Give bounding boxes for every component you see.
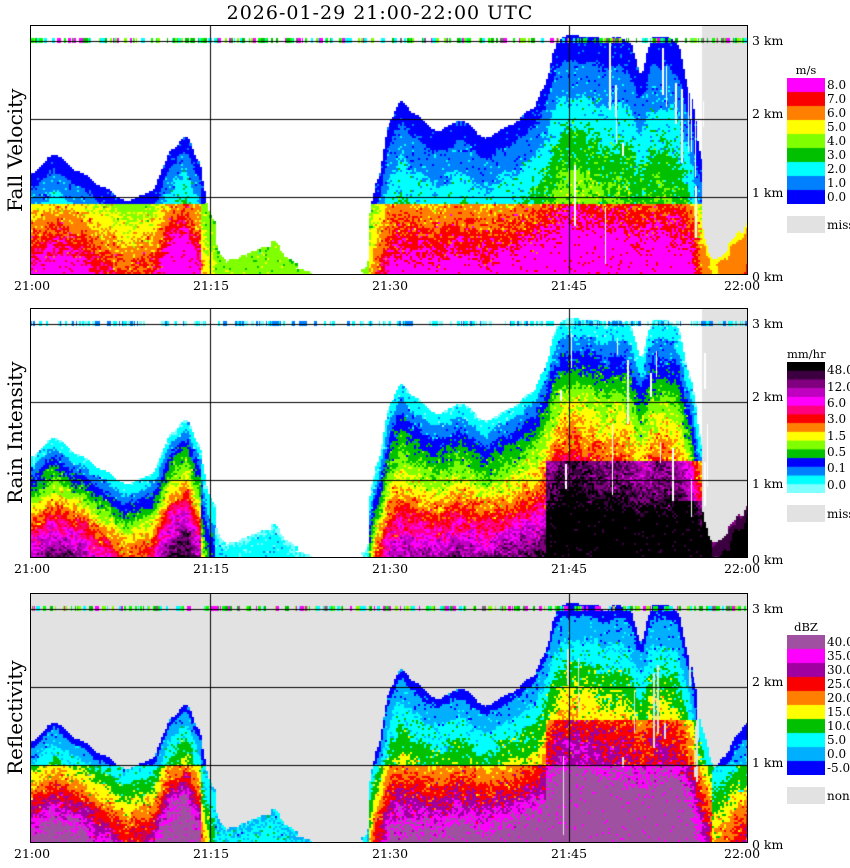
colorbar-units-reflectivity: dBZ	[794, 620, 818, 634]
colorbar-tick: 0.0	[827, 477, 847, 492]
xtick-2200-p2: 22:00	[724, 846, 761, 861]
ytick-0km-p1: 0 km	[752, 552, 784, 567]
xtick-2145-p0: 21:45	[551, 278, 588, 293]
xtick-2100-p1: 21:00	[14, 561, 51, 576]
page-title: 2026-01-29 21:00-22:00 UTC	[226, 2, 534, 24]
xtick-2130-p0: 21:30	[372, 278, 409, 293]
panel-label-rain-intensity: Rain Intensity	[3, 361, 27, 505]
colorbar-tick: 0.0	[827, 747, 847, 761]
colorbar-tick: 0.0	[827, 190, 847, 204]
colorbar-units-rain-intensity: mm/hr	[787, 347, 826, 361]
colorbar-tick: 7.0	[827, 92, 847, 106]
rain-intensity-plot-canvas[interactable]	[30, 308, 748, 558]
colorbar-swatches-fall-velocity	[787, 78, 825, 204]
colorbar-tick: 10.0	[827, 719, 850, 733]
colorbar-units-fall-velocity: m/s	[795, 63, 817, 77]
panel-label-fall-velocity: Fall Velocity	[3, 88, 27, 212]
xtick-2115-p1: 21:15	[193, 561, 230, 576]
colorbar-missing-label-reflectivity: none	[827, 789, 850, 803]
colorbar-tick: 40.0	[827, 635, 850, 649]
xtick-2130-p1: 21:30	[372, 561, 409, 576]
colorbar-tick: -5.0	[827, 761, 850, 775]
colorbar-tick: 48.0	[827, 363, 850, 378]
xtick-2200-p1: 22:00	[724, 561, 761, 576]
panel-label-reflectivity: Reflectivity	[3, 660, 27, 776]
colorbar-tick: 35.0	[827, 649, 850, 663]
ytick-0km-p2: 0 km	[752, 837, 784, 852]
xtick-2200-p0: 22:00	[724, 278, 761, 293]
ytick-2km-p0: 2 km	[752, 106, 784, 121]
fall-velocity-plot-canvas[interactable]	[30, 25, 748, 275]
colorbar-tick: 6.0	[827, 106, 847, 120]
colorbar-tick: 0.1	[827, 461, 847, 476]
colorbar-tick: 0.5	[827, 445, 847, 460]
colorbar-tick: 3.0	[827, 412, 847, 427]
xtick-2100-p0: 21:00	[14, 278, 51, 293]
colorbar-tick: 5.0	[827, 120, 847, 134]
colorbar-missing-swatch-fall-velocity	[787, 216, 825, 233]
xtick-2115-p0: 21:15	[193, 278, 230, 293]
colorbar-tick: 4.0	[827, 134, 847, 148]
reflectivity-plot-canvas[interactable]	[30, 593, 748, 843]
ytick-2km-p1: 2 km	[752, 389, 784, 404]
colorbar-tick: 3.0	[827, 148, 847, 162]
colorbar-tick: 8.0	[827, 78, 847, 92]
ytick-2km-p2: 2 km	[752, 674, 784, 689]
ytick-0km-p0: 0 km	[752, 269, 784, 284]
colorbar-missing-label-fall-velocity: miss	[827, 218, 850, 232]
colorbar-missing-label-rain-intensity: miss	[827, 507, 850, 521]
panel-fall-velocity[interactable]	[30, 25, 748, 275]
ytick-3km-p0: 3 km	[752, 33, 784, 48]
colorbar-tick: 12.0	[827, 379, 850, 394]
ytick-3km-p1: 3 km	[752, 316, 784, 331]
panel-reflectivity[interactable]	[30, 593, 748, 843]
xtick-2115-p2: 21:15	[193, 846, 230, 861]
ytick-1km-p1: 1 km	[752, 476, 784, 491]
ytick-3km-p2: 3 km	[752, 601, 784, 616]
colorbar-tick: 2.0	[827, 162, 847, 176]
xtick-2130-p2: 21:30	[372, 846, 409, 861]
colorbar-tick: 15.0	[827, 705, 850, 719]
xtick-2145-p1: 21:45	[551, 561, 588, 576]
colorbar-missing-swatch-rain-intensity	[787, 505, 825, 522]
colorbar-tick: 6.0	[827, 395, 847, 410]
xtick-2145-p2: 21:45	[551, 846, 588, 861]
colorbar-tick: 1.0	[827, 176, 847, 190]
xtick-2100-p2: 21:00	[14, 846, 51, 861]
panel-rain-intensity[interactable]	[30, 308, 748, 558]
colorbar-tick: 5.0	[827, 733, 847, 747]
ytick-1km-p0: 1 km	[752, 185, 784, 200]
colorbar-tick: 30.0	[827, 663, 850, 677]
colorbar-tick: 20.0	[827, 691, 850, 705]
colorbar-swatches-rain-intensity	[787, 362, 825, 493]
colorbar-swatches-reflectivity	[787, 635, 825, 775]
colorbar-missing-swatch-reflectivity	[787, 787, 825, 804]
colorbar-tick: 25.0	[827, 677, 850, 691]
ytick-1km-p2: 1 km	[752, 755, 784, 770]
colorbar-tick: 1.5	[827, 428, 847, 443]
